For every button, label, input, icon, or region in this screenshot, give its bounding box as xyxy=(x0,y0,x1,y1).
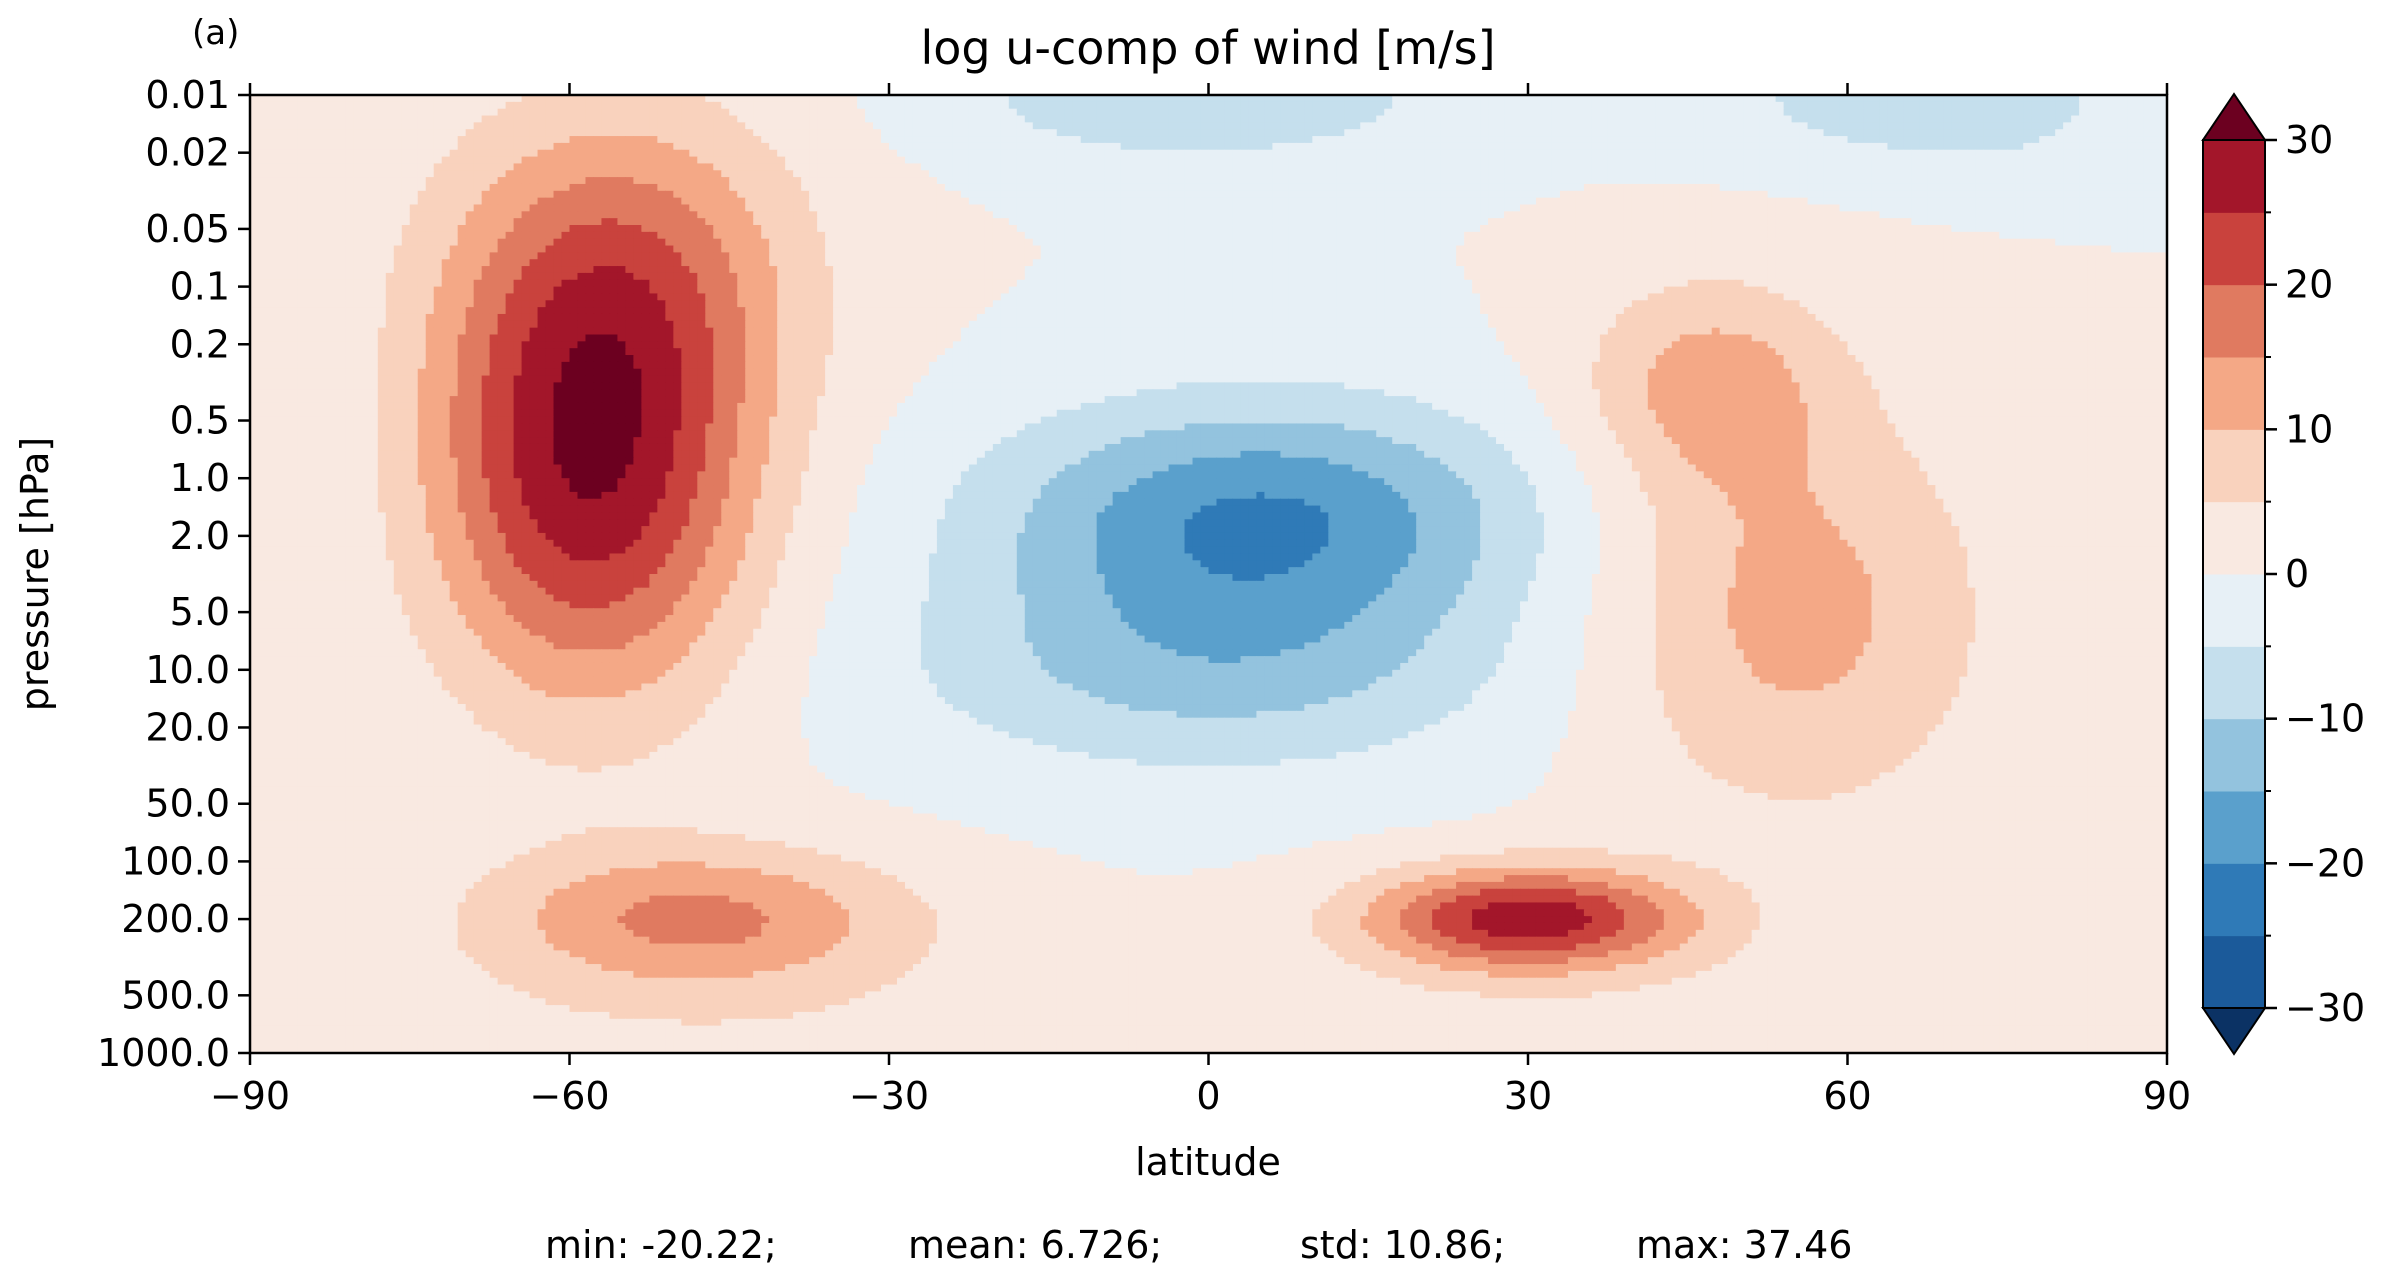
x-tick-label: −90 xyxy=(210,1074,290,1118)
colorbar-tick-label: 10 xyxy=(2285,407,2333,451)
plot-area xyxy=(250,95,2168,1054)
x-axis-label: latitude xyxy=(1135,1140,1281,1184)
colorbar-band xyxy=(2203,429,2265,502)
x-tick-label: 90 xyxy=(2143,1074,2191,1118)
stat-max: max: 37.46 xyxy=(1636,1223,1852,1263)
y-tick-label: 0.02 xyxy=(145,131,230,175)
y-tick-label: 100.0 xyxy=(121,839,230,883)
stat-min: min: -20.22; xyxy=(545,1223,777,1263)
y-tick-label: 20.0 xyxy=(145,705,230,749)
y-tick-label: 2.0 xyxy=(170,514,230,558)
colorbar-band xyxy=(2203,502,2265,575)
colorbar-band xyxy=(2203,646,2265,719)
panel-label: (a) xyxy=(192,13,239,53)
colorbar-band xyxy=(2203,719,2265,792)
colorbar-tick-label: −10 xyxy=(2285,697,2365,741)
x-tick-label: −30 xyxy=(849,1074,929,1118)
colorbar-band xyxy=(2203,863,2265,936)
colorbar-band xyxy=(2203,212,2265,285)
colorbar-band xyxy=(2203,140,2265,213)
colorbar-tick-label: 30 xyxy=(2285,118,2333,162)
y-axis: 0.01 0.02 0.05 0.1 0.2 0.5 1.0 2.0 5.0 10.0 20.0 50… xyxy=(97,73,250,1075)
colorbar-band xyxy=(2203,574,2265,647)
y-tick-label: 0.5 xyxy=(170,399,230,443)
colorbar-band xyxy=(2203,285,2265,358)
y-tick-label: 0.05 xyxy=(145,207,230,251)
colorbar-tick-label: −30 xyxy=(2285,986,2365,1030)
colorbar-tick-label: −20 xyxy=(2285,841,2365,885)
y-tick-label: 0.1 xyxy=(170,265,230,309)
colorbar-band xyxy=(2203,936,2265,1009)
y-tick-label: 500.0 xyxy=(121,973,230,1017)
contour-fills xyxy=(250,95,2168,1054)
y-tick-label: 1000.0 xyxy=(97,1031,230,1075)
colorbar-tick-label: 20 xyxy=(2285,263,2333,307)
y-tick-label: 10.0 xyxy=(145,648,230,692)
y-tick-label: 50.0 xyxy=(145,782,230,826)
y-axis-label: pressure [hPa] xyxy=(13,437,57,711)
x-tick-label: 60 xyxy=(1823,1074,1871,1118)
x-tick-label: 0 xyxy=(1196,1074,1220,1118)
chart-title: log u-comp of wind [m/s] xyxy=(920,21,1495,75)
colorbar-band xyxy=(2203,357,2265,430)
colorbar-band xyxy=(2203,791,2265,864)
stat-std: std: 10.86; xyxy=(1300,1223,1505,1263)
y-tick-label: 0.01 xyxy=(145,73,230,117)
y-tick-label: 0.2 xyxy=(170,322,230,366)
colorbar-over-arrow xyxy=(2203,94,2265,140)
x-tick-label: −60 xyxy=(529,1074,609,1118)
stat-mean: mean: 6.726; xyxy=(908,1223,1162,1263)
x-tick-label: 30 xyxy=(1504,1074,1552,1118)
colorbar-tick-label: 0 xyxy=(2285,552,2309,596)
y-tick-label: 1.0 xyxy=(170,456,230,500)
y-tick-label: 5.0 xyxy=(170,590,230,634)
colorbar-under-arrow xyxy=(2203,1008,2265,1054)
y-tick-label: 200.0 xyxy=(121,897,230,941)
colorbar: −30 −20 −10 0 10 20 30 xyxy=(2203,94,2365,1054)
